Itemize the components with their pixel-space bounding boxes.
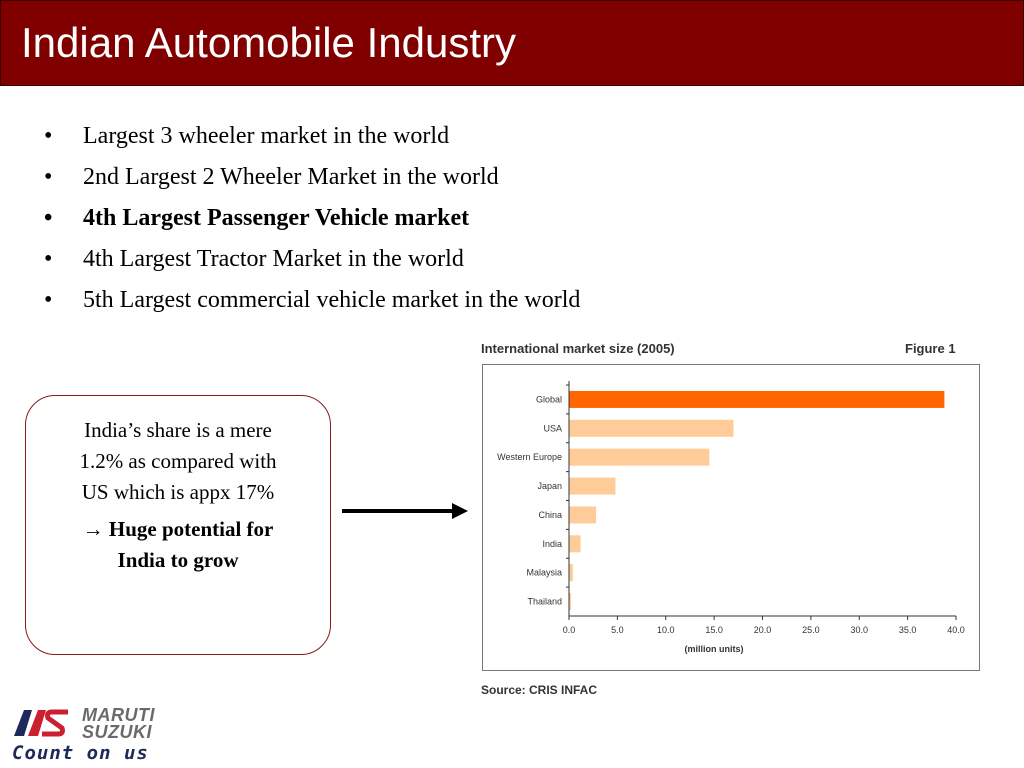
bullet-dot: •: [44, 246, 53, 272]
x-tick-label: 10.0: [657, 625, 675, 635]
bar-global: [569, 390, 945, 408]
bullet-item: • 5th Largest commercial vehicle market i…: [44, 280, 580, 321]
bullet-dot: •: [44, 287, 53, 313]
callout-box: India’s share is a mere 1.2% as compared…: [25, 395, 331, 655]
category-label: Western Europe: [497, 452, 562, 462]
suzuki-s-logo-icon: [12, 706, 74, 740]
callout-line: India’s share is a mere: [84, 418, 272, 442]
x-tick-label: 0.0: [563, 625, 576, 635]
category-label: Global: [536, 394, 562, 404]
callout-line: 1.2% as compared with: [79, 449, 277, 473]
bar-chart: Global USA Western Europe Japan China India Ma…: [482, 364, 980, 671]
bullet-item: • 2nd Largest 2 Wheeler Market in the wor…: [44, 157, 580, 198]
maruti-suzuki-logo: MARUTI SUZUKI Count on us: [12, 704, 192, 764]
category-label: Japan: [537, 481, 562, 491]
bullet-text: 4th Largest Tractor Market in the world: [83, 246, 464, 272]
x-tick-label: 40.0: [947, 625, 965, 635]
chart-title: International market size (2005): [481, 341, 675, 356]
bullet-dot: •: [44, 123, 53, 149]
tagline: Count on us: [12, 742, 149, 764]
bar-china: [569, 506, 597, 524]
x-tick-label: 5.0: [611, 625, 624, 635]
source-note: Source: CRIS INFAC: [481, 683, 598, 697]
category-label: China: [538, 510, 562, 520]
category-label: Thailand: [527, 597, 562, 607]
callout-emphasis: → Huge potential for: [26, 514, 330, 545]
callout-emphasis-text: Huge potential for: [108, 517, 274, 541]
category-label: India: [542, 539, 562, 549]
slide-title: Indian Automobile Industry: [21, 19, 516, 66]
bullet-list: • Largest 3 wheeler market in the world •…: [44, 116, 580, 321]
title-bar: Indian Automobile Industry: [0, 0, 1024, 86]
bar-western-europe: [569, 448, 710, 466]
bar-malaysia: [569, 564, 573, 582]
category-label: Malaysia: [526, 568, 562, 578]
right-arrow-icon: →: [82, 517, 104, 541]
bullet-text: Largest 3 wheeler market in the world: [83, 123, 450, 149]
bar-india: [569, 535, 581, 553]
bullet-item: • 4th Largest Passenger Vehicle market: [44, 198, 580, 239]
bullet-item: • 4th Largest Tractor Market in the world: [44, 239, 580, 280]
pointer-arrow-icon: [342, 503, 468, 519]
chart-frame: [482, 364, 980, 671]
x-tick-label: 35.0: [899, 625, 917, 635]
bullet-dot: •: [44, 164, 53, 190]
x-tick-label: 25.0: [802, 625, 820, 635]
callout-line: US which is appx 17%: [81, 480, 275, 504]
bar-thailand: [569, 593, 571, 611]
bar-usa: [569, 419, 734, 437]
brand-name-suzuki: SUZUKI: [82, 722, 152, 742]
category-label: USA: [543, 423, 562, 433]
bullet-text: 2nd Largest 2 Wheeler Market in the worl…: [83, 164, 499, 190]
bullet-text: 5th Largest commercial vehicle market in…: [83, 287, 581, 313]
x-axis-label: (million units): [685, 644, 744, 654]
bullet-item: • Largest 3 wheeler market in the world: [44, 116, 580, 157]
x-tick-label: 30.0: [850, 625, 868, 635]
callout-emphasis: India to grow: [117, 548, 239, 572]
x-tick-label: 20.0: [754, 625, 772, 635]
bullet-dot: •: [44, 205, 53, 231]
figure-label: Figure 1: [905, 341, 956, 356]
bar-japan: [569, 477, 616, 495]
brand-name-maruti: MARUTI: [82, 705, 155, 725]
bullet-text: 4th Largest Passenger Vehicle market: [83, 205, 470, 231]
x-tick-label: 15.0: [705, 625, 723, 635]
